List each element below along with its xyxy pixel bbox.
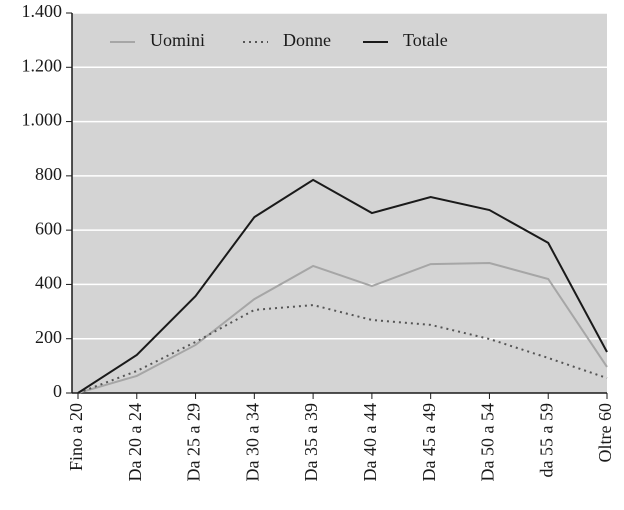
x-tick-label: Da 20 a 24: [125, 403, 145, 481]
legend-label: Totale: [403, 30, 448, 50]
x-tick-label: Da 45 a 49: [419, 403, 439, 481]
y-tick-label: 1.200: [22, 55, 63, 75]
x-tick-label: da 55 a 59: [536, 403, 556, 477]
x-tick-label: Da 35 a 39: [301, 403, 321, 481]
plot-background: [72, 13, 607, 393]
y-tick-label: 0: [53, 381, 62, 401]
y-tick-label: 600: [35, 218, 62, 238]
y-tick-label: 1.400: [22, 1, 63, 21]
legend-label: Uomini: [150, 30, 205, 50]
x-tick-label: Oltre 60: [595, 403, 615, 462]
legend-label: Donne: [283, 30, 331, 50]
x-tick-label: Fino a 20: [66, 403, 86, 471]
y-tick-label: 400: [35, 273, 62, 293]
x-tick-label: Da 25 a 29: [184, 403, 204, 481]
y-tick-label: 200: [35, 327, 62, 347]
series-line: [77, 178, 608, 394]
y-tick-label: 1.000: [22, 110, 63, 130]
series-line: [77, 261, 608, 394]
x-tick-label: Da 30 a 34: [242, 403, 262, 481]
x-tick-label: Da 50 a 54: [478, 403, 498, 481]
y-tick-label: 800: [35, 164, 62, 184]
x-tick-label: Da 40 a 44: [360, 403, 380, 481]
